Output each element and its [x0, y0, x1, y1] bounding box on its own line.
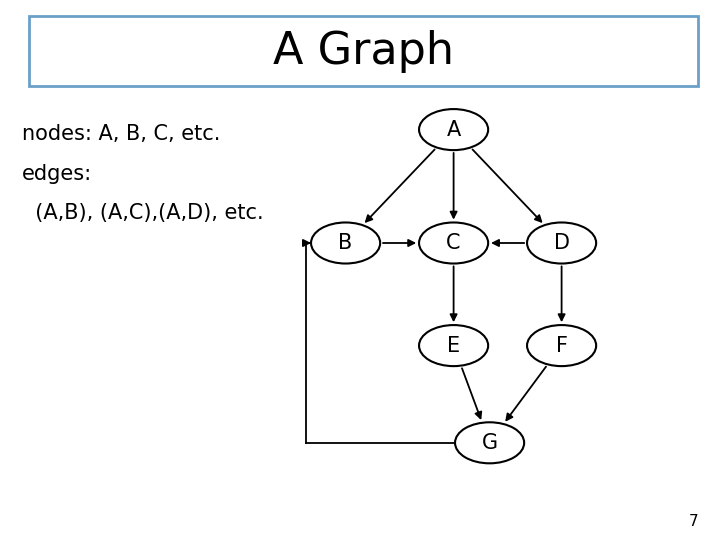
- Ellipse shape: [311, 222, 380, 264]
- Ellipse shape: [455, 422, 524, 463]
- Text: (A,B), (A,C),(A,D), etc.: (A,B), (A,C),(A,D), etc.: [22, 203, 264, 223]
- Ellipse shape: [527, 325, 596, 366]
- Text: A Graph: A Graph: [273, 30, 454, 73]
- Text: 7: 7: [689, 514, 698, 529]
- FancyBboxPatch shape: [29, 16, 698, 86]
- Text: A: A: [446, 119, 461, 140]
- Text: edges:: edges:: [22, 164, 91, 184]
- Text: G: G: [482, 433, 498, 453]
- Ellipse shape: [419, 109, 488, 150]
- Text: C: C: [446, 233, 461, 253]
- Ellipse shape: [419, 222, 488, 264]
- Text: B: B: [338, 233, 353, 253]
- Text: D: D: [554, 233, 570, 253]
- Ellipse shape: [419, 325, 488, 366]
- Ellipse shape: [527, 222, 596, 264]
- Text: F: F: [556, 335, 567, 356]
- Text: nodes: A, B, C, etc.: nodes: A, B, C, etc.: [22, 124, 220, 144]
- Text: E: E: [447, 335, 460, 356]
